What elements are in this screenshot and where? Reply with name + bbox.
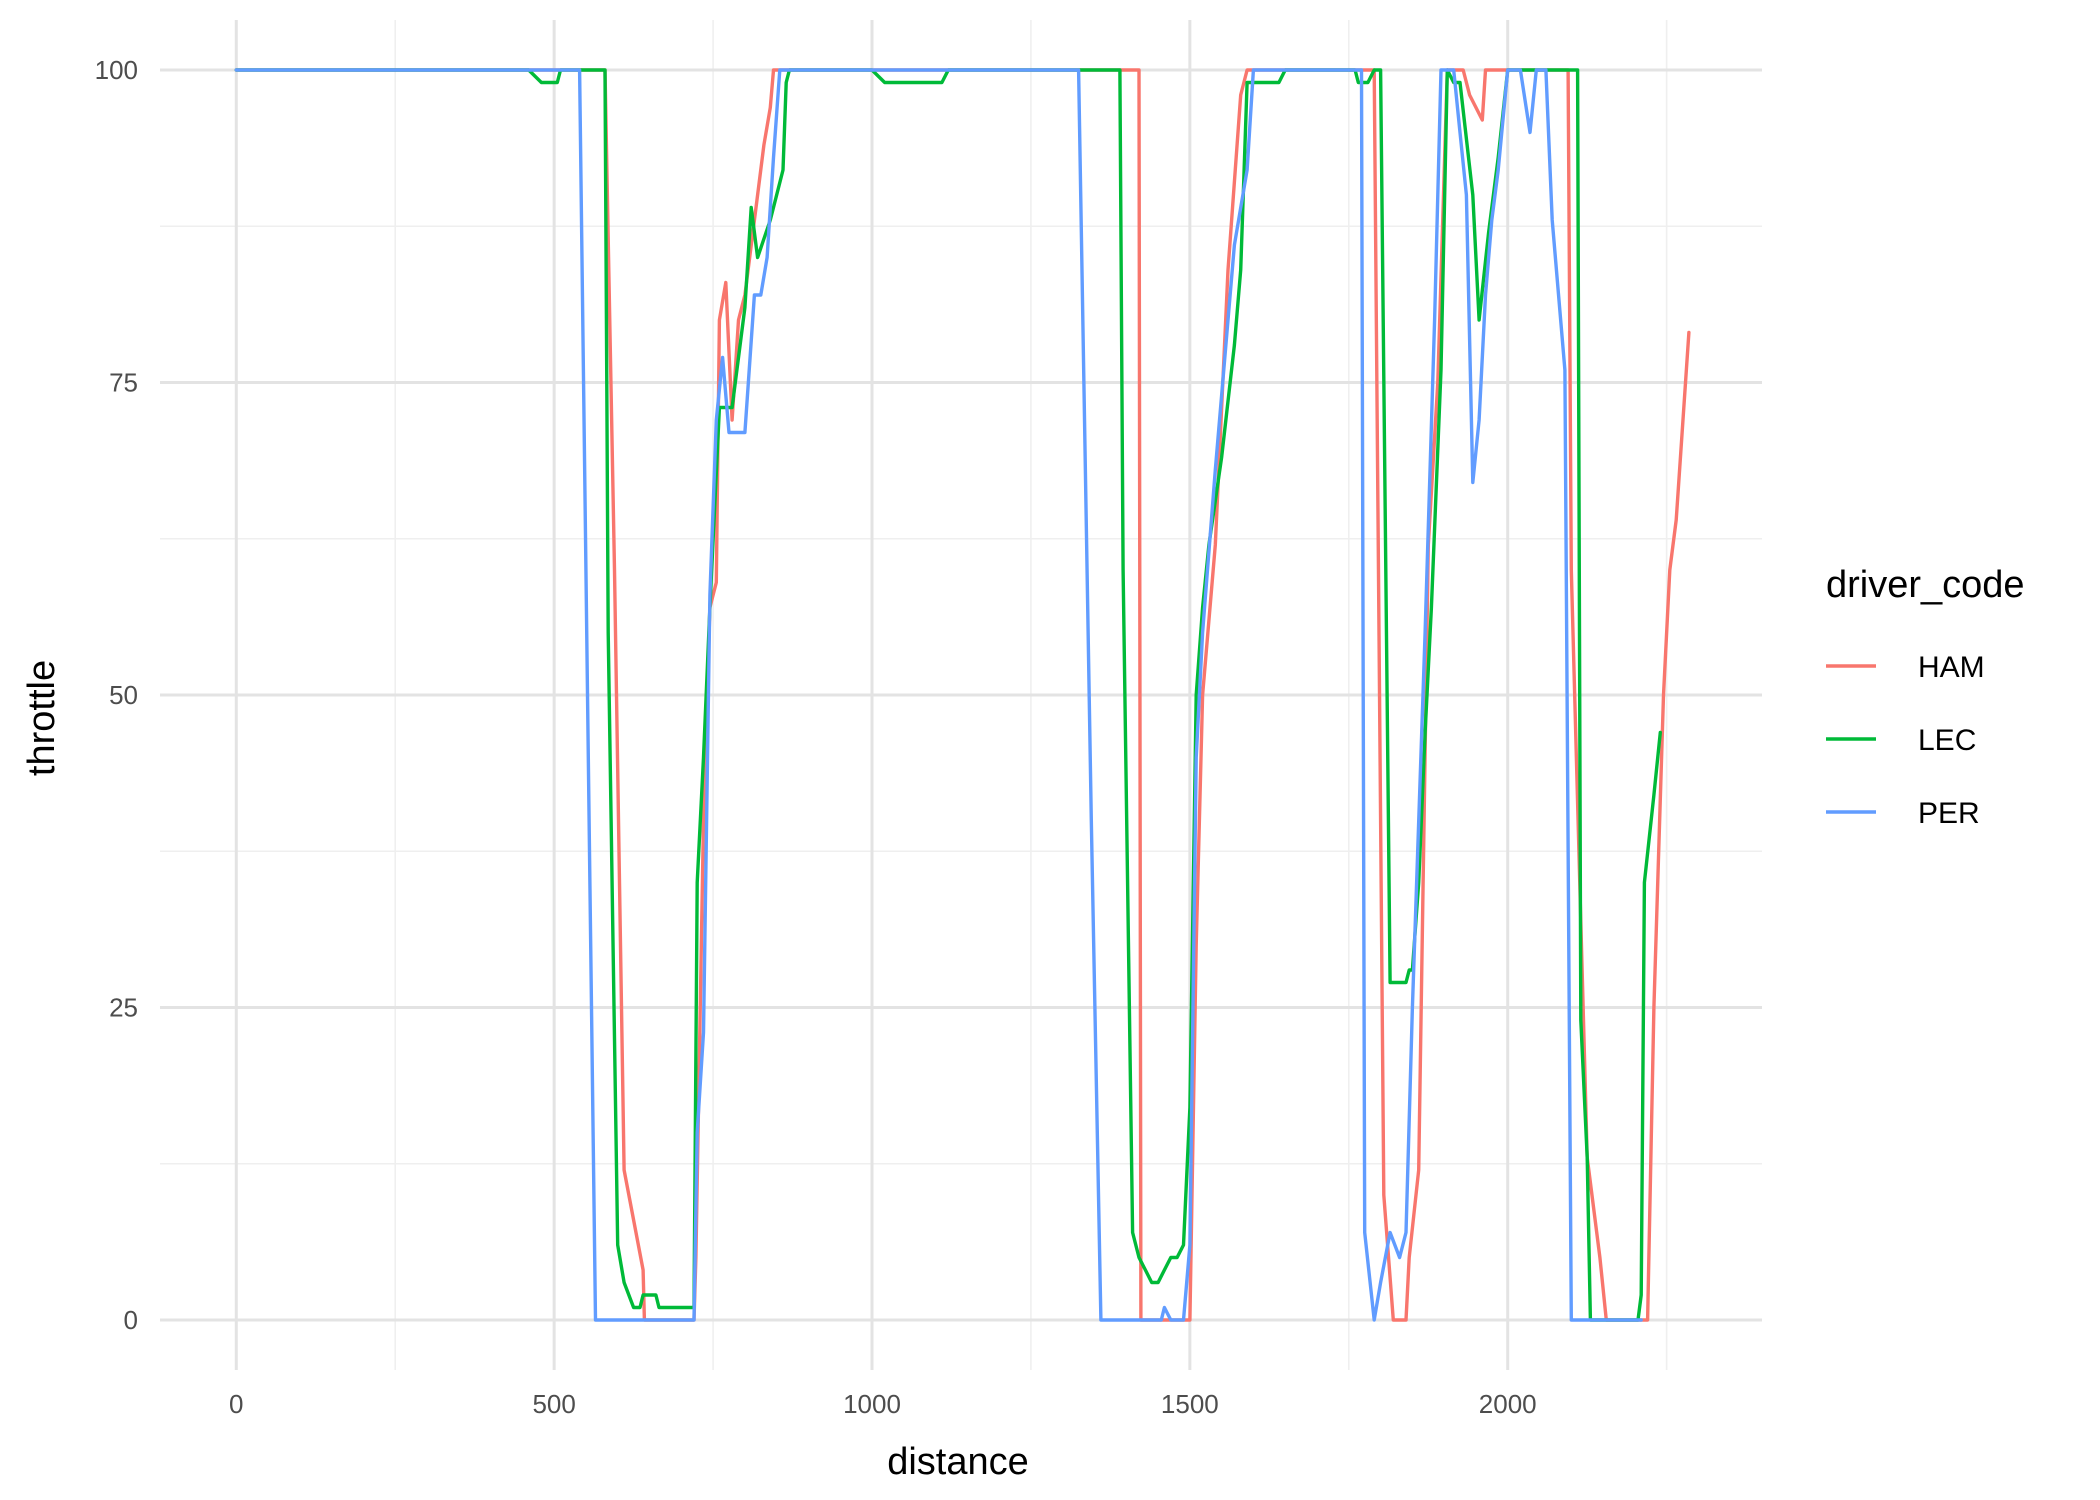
legend-label-ham: HAM xyxy=(1918,651,1985,684)
y-tick-label: 0 xyxy=(124,1305,138,1335)
legend: driver_code HAM LEC PER xyxy=(1826,564,2025,830)
series-lines xyxy=(234,68,1691,1322)
y-tick-label: 75 xyxy=(109,368,138,398)
x-axis-tick-labels: 0 500 1000 1500 2000 xyxy=(229,1389,1537,1419)
x-axis-title: distance xyxy=(887,1441,1029,1483)
y-axis-title: throttle xyxy=(21,660,63,776)
legend-title: driver_code xyxy=(1826,564,2025,606)
y-tick-label: 50 xyxy=(109,680,138,710)
legend-label-per: PER xyxy=(1918,797,1980,830)
series-line-per xyxy=(234,68,1643,1322)
x-tick-label: 0 xyxy=(229,1389,243,1419)
series-line-lec xyxy=(234,68,1662,1322)
legend-items: HAM LEC PER xyxy=(1826,651,1985,830)
x-tick-label: 1000 xyxy=(843,1389,901,1419)
x-tick-label: 500 xyxy=(532,1389,575,1419)
y-axis-tick-labels: 0 25 50 75 100 xyxy=(95,55,138,1335)
x-tick-label: 1500 xyxy=(1161,1389,1219,1419)
major-gridlines xyxy=(160,20,1762,1370)
y-tick-label: 100 xyxy=(95,55,138,85)
legend-label-lec: LEC xyxy=(1918,724,1976,757)
y-tick-label: 25 xyxy=(109,993,138,1023)
x-tick-label: 2000 xyxy=(1479,1389,1537,1419)
